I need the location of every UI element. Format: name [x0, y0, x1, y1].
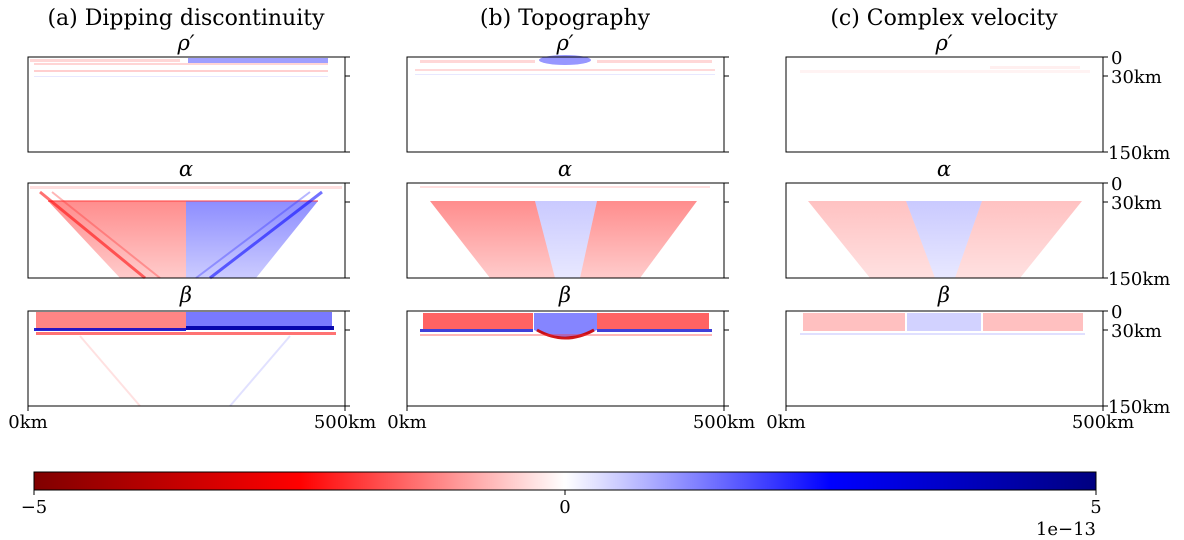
y-tick-label-150-top: 150km: [1108, 143, 1170, 164]
y-tick-label-0-top: 0: [1111, 48, 1122, 69]
row-title-alpha-b: α: [558, 157, 572, 181]
colorbar-ticks: [33, 490, 1097, 495]
x-tick-label-b-start: 0km: [387, 412, 426, 433]
colorbar-tick-label-min: −5: [21, 497, 48, 518]
y-tick-label-150-bot: 150km: [1108, 397, 1170, 418]
panel-frame-alpha-b: [406, 182, 725, 279]
x-tick-label-c-end: 500km: [1072, 412, 1134, 433]
y-tick-label-30-bot: 30km: [1111, 321, 1162, 342]
heatmap-alpha-c: [786, 183, 1103, 278]
row-title-rho-c: ρ′: [934, 31, 952, 55]
heatmap-alpha-a: [28, 183, 345, 280]
row-title-rho-b: ρ′: [555, 31, 573, 55]
y-tick-label-0-bot: 0: [1111, 302, 1122, 323]
panel-frame-alpha-c: [785, 182, 1104, 279]
y-tick-label-0-mid: 0: [1111, 174, 1122, 195]
colorbar-scale-label: 1e−13: [1036, 519, 1096, 540]
heatmap-rho-c: [786, 57, 1103, 152]
panel-frame-rho-b: [406, 56, 725, 153]
row-title-alpha-a: α: [179, 157, 193, 181]
heatmap-rho-b: [407, 55, 724, 152]
panel-frame-rho-c: [785, 56, 1104, 153]
colorbar-tick-label-max: 5: [1090, 497, 1101, 518]
column-title-c: (c) Complex velocity: [830, 6, 1058, 31]
panel-frame-beta-c: [785, 310, 1104, 407]
heatmap-beta-c: [786, 311, 1103, 406]
heatmap-beta-b: [407, 311, 724, 406]
row-title-beta-b: β: [558, 283, 571, 307]
row-title-rho-a: ρ′: [176, 31, 194, 55]
x-tick-label-a-end: 500km: [314, 412, 376, 433]
row-title-beta-c: β: [937, 283, 950, 307]
colorbar-tick-label-zero: 0: [559, 497, 570, 518]
panel-frame-beta-a: [27, 310, 346, 407]
row-title-beta-a: β: [179, 283, 192, 307]
y-tick-label-30-top: 30km: [1111, 67, 1162, 88]
y-tick-label-30-mid: 30km: [1111, 193, 1162, 214]
panel-frames: [27, 56, 1104, 407]
column-title-b: (b) Topography: [480, 6, 651, 31]
colorbar: [33, 471, 1097, 491]
panel-frame-beta-b: [406, 310, 725, 407]
y-tick-label-150-mid: 150km: [1108, 269, 1170, 290]
x-tick-label-a-start: 0km: [8, 412, 47, 433]
panel-frame-rho-a: [27, 56, 346, 153]
heatmap-beta-a: [28, 311, 345, 407]
column-title-a: (a) Dipping discontinuity: [47, 6, 325, 31]
depth-ticks: [345, 56, 1108, 407]
row-title-alpha-c: α: [937, 157, 951, 181]
heatmap-alpha-b: [407, 183, 724, 278]
panel-frame-alpha-a: [27, 182, 346, 279]
x-ticks: [27, 406, 1104, 411]
x-tick-label-b-end: 500km: [693, 412, 755, 433]
x-tick-label-c-start: 0km: [766, 412, 805, 433]
heatmap-rho-a: [28, 57, 345, 152]
